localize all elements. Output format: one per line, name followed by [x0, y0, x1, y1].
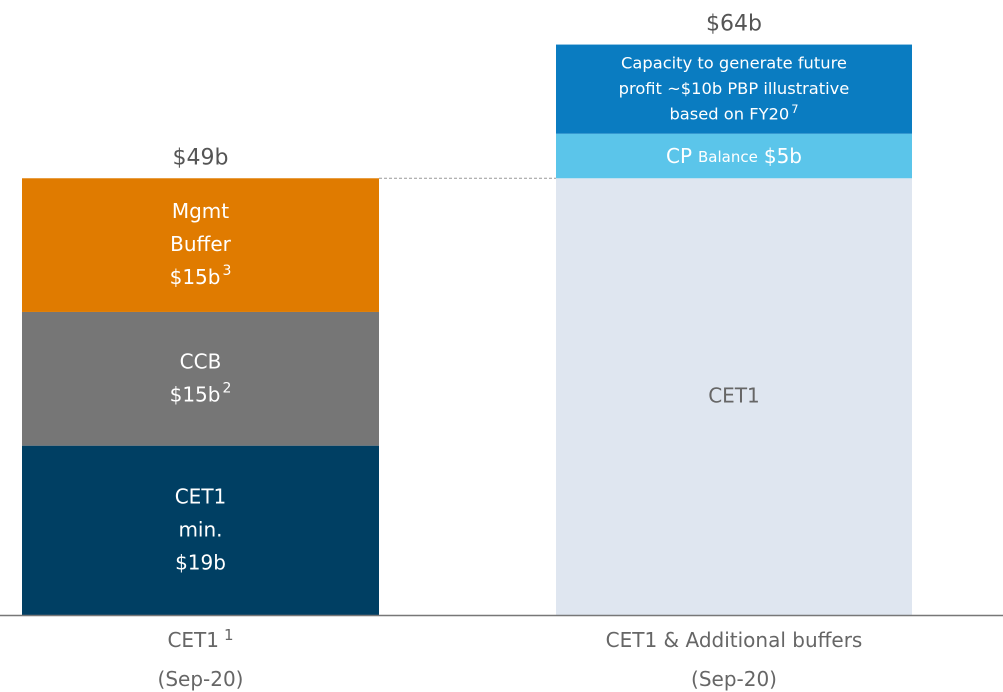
x-tick-label: (Sep-20): [691, 667, 777, 691]
segment-label-line: Capacity to generate future: [621, 53, 847, 72]
segment-label-sup: 3: [222, 263, 231, 279]
segment-label: CET1: [708, 383, 760, 407]
segment-label: Capacity to generate future: [621, 53, 847, 72]
segment-label-sup: 2: [222, 380, 231, 396]
segment-label-line: min.: [178, 517, 222, 541]
segment-label: CCB: [180, 349, 222, 373]
segment-label: based on FY20 7: [669, 101, 798, 123]
segment-label-line: Buffer: [170, 232, 231, 256]
segment-label-part: CP: [666, 143, 692, 167]
bar-segment: [556, 44, 912, 134]
segment-label-part: $5b: [764, 143, 802, 167]
segment-label: $19b: [175, 550, 226, 574]
segment-label: CET1: [175, 484, 227, 508]
segment-label: Mgmt: [172, 199, 229, 223]
total-label: $49b: [173, 145, 229, 170]
segment-label: Buffer: [170, 232, 231, 256]
bar-segment: [22, 311, 379, 446]
x-tick-label-sup: 1: [224, 626, 234, 644]
x-tick-label: (Sep-20): [158, 667, 244, 691]
bar-segment: [22, 178, 379, 312]
total-label: $64b: [706, 12, 762, 37]
segment-label-part: Balance: [698, 147, 758, 165]
segment-label-line: CCB: [180, 349, 222, 373]
x-tick-label: CET1 1: [167, 626, 233, 652]
segment-label-line: CET1: [175, 484, 227, 508]
x-tick-label-line: CET1: [167, 628, 219, 652]
x-tick-label-line: (Sep-20): [691, 667, 777, 691]
x-tick-label: CET1 & Additional buffers: [606, 628, 863, 652]
segment-label-line: $15b: [170, 265, 221, 289]
segment-label-sup: 7: [791, 101, 798, 115]
segment-label: $15b 3: [170, 263, 232, 289]
segment-label-line: $15b: [170, 382, 221, 406]
x-tick-label-line: (Sep-20): [158, 667, 244, 691]
bar-segment: [22, 445, 379, 615]
segment-label: profit ~$10b PBP illustrative: [619, 79, 850, 98]
segment-label: CP Balance $5b: [666, 143, 802, 167]
x-tick-label-line: CET1 & Additional buffers: [606, 628, 863, 652]
bar-segment: [556, 178, 912, 615]
segment-label-line: based on FY20: [669, 104, 789, 123]
segment-label: min.: [178, 517, 222, 541]
segment-label-line: profit ~$10b PBP illustrative: [619, 79, 850, 98]
segment-label-line: Mgmt: [172, 199, 229, 223]
segment-label: $15b 2: [170, 380, 232, 406]
bar-segment: [556, 133, 912, 179]
segment-label-line: $19b: [175, 550, 226, 574]
segment-label-line: CET1: [708, 383, 760, 407]
